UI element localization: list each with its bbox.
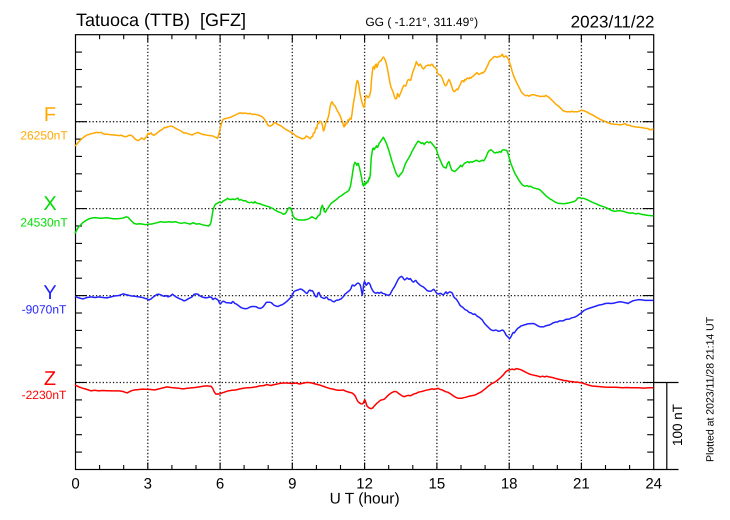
svg-text:18: 18 — [501, 476, 518, 493]
svg-text:GG ( -1.21°, 311.49°): GG ( -1.21°, 311.49°) — [365, 15, 478, 29]
svg-text:Z: Z — [44, 368, 56, 390]
svg-text:F: F — [44, 104, 56, 126]
svg-text:Tatuoca (TTB) [GFZ]: Tatuoca (TTB) [GFZ] — [76, 10, 246, 30]
svg-text:24: 24 — [645, 476, 662, 493]
svg-text:-2230nT: -2230nT — [22, 388, 67, 402]
svg-text:100 nT: 100 nT — [670, 404, 685, 446]
svg-text:U T (hour): U T (hour) — [330, 491, 400, 508]
svg-text:15: 15 — [429, 476, 446, 493]
svg-text:12: 12 — [356, 476, 373, 493]
svg-text:6: 6 — [216, 476, 224, 493]
svg-text:-9070nT: -9070nT — [22, 302, 67, 316]
svg-text:3: 3 — [144, 476, 152, 493]
svg-text:Plotted at 2023/11/28 21:14 UT: Plotted at 2023/11/28 21:14 UT — [705, 316, 717, 462]
svg-text:24530nT: 24530nT — [20, 215, 68, 229]
svg-text:Y: Y — [43, 282, 56, 304]
svg-text:X: X — [43, 193, 56, 215]
svg-text:0: 0 — [71, 476, 79, 493]
svg-text:21: 21 — [573, 476, 590, 493]
svg-text:9: 9 — [288, 476, 296, 493]
svg-text:26250nT: 26250nT — [20, 129, 68, 143]
svg-text:2023/11/22: 2023/11/22 — [571, 12, 655, 31]
